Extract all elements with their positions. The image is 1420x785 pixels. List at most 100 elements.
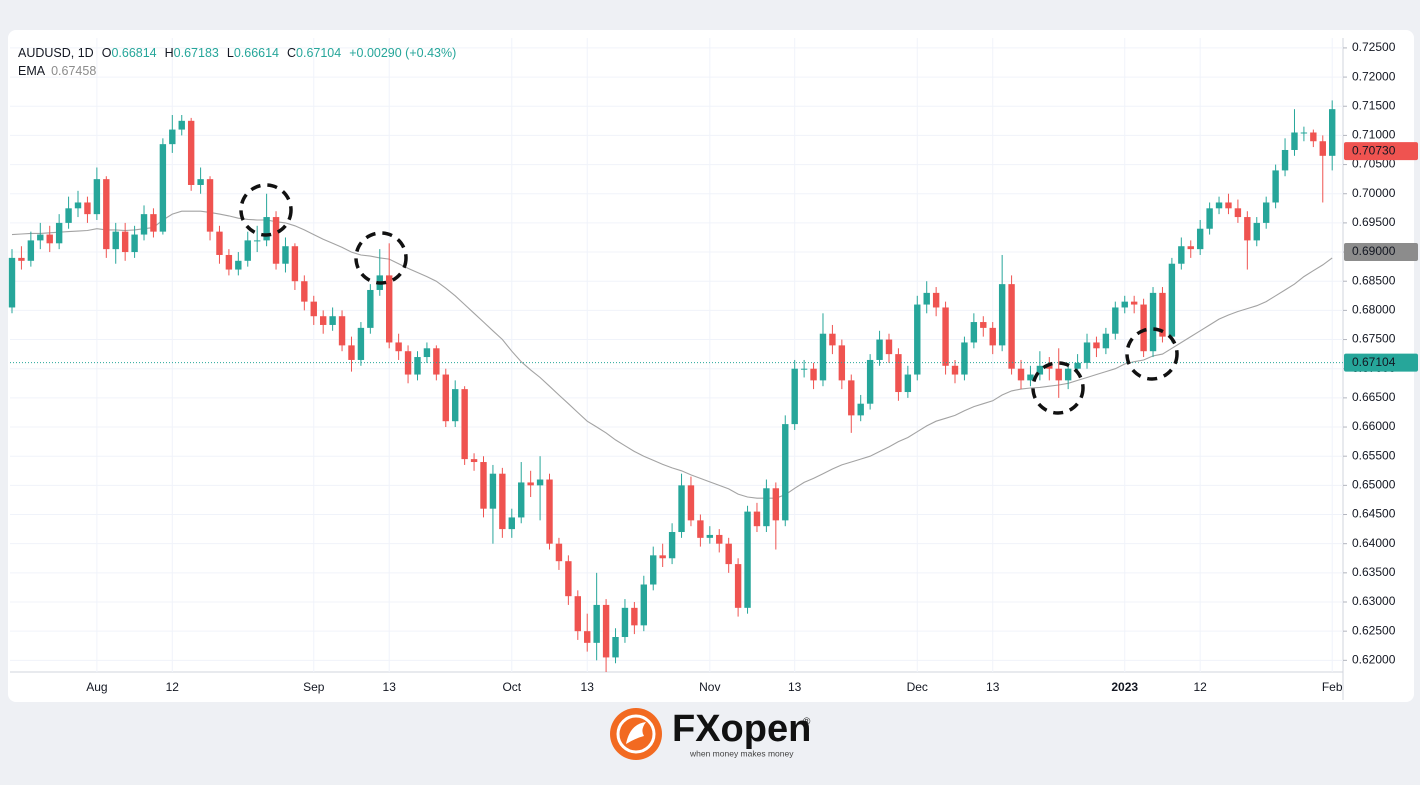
ohlc-value: 0.67183 (174, 46, 219, 60)
candle-body (329, 316, 336, 325)
candle-body (46, 234, 53, 244)
annotation-circle (1125, 327, 1179, 381)
candle-body (829, 333, 836, 346)
candle-body (74, 202, 82, 209)
candle-body (1027, 374, 1034, 381)
ohlc-key: L (227, 46, 234, 60)
candle-body (1206, 208, 1213, 229)
candle-body (932, 292, 940, 308)
candle-body (640, 584, 648, 626)
logo-tagline: when money makes money (689, 748, 794, 758)
candle-body (1102, 333, 1110, 349)
x-tick-label: 12 (1194, 680, 1208, 694)
candle-body (923, 292, 930, 305)
price-label: 0.69000 (1352, 244, 1396, 258)
candle-body (1093, 342, 1100, 349)
candle-body (668, 532, 676, 559)
candle-body (159, 144, 167, 232)
y-tick-label: 0.68000 (1352, 303, 1396, 317)
y-tick-label: 0.62500 (1352, 623, 1396, 637)
plot (8, 100, 1343, 672)
x-tick-label: 13 (788, 680, 802, 694)
legend-header: AUDUSD, 1D O0.66814 H0.67183 L0.66614 C0.671… (18, 46, 456, 60)
candle-body (414, 357, 421, 375)
candle-body (508, 517, 515, 530)
candle-body (763, 488, 770, 527)
candle-body (272, 217, 280, 264)
x-tick-label: Sep (303, 680, 325, 694)
candle-body (423, 348, 431, 358)
candle-body (574, 596, 581, 632)
candle-body (876, 339, 883, 360)
candle-body (1112, 307, 1119, 334)
candle-body (225, 254, 233, 270)
ohlc-value: 0.66614 (234, 46, 279, 60)
candle-body (555, 543, 563, 562)
candle-body (1215, 202, 1223, 209)
candle-body (961, 342, 968, 375)
candle-body (395, 342, 402, 352)
x-tick-label: Aug (86, 680, 107, 694)
candle-body (1064, 368, 1072, 381)
candle-body (338, 316, 346, 346)
candle-body (782, 424, 789, 521)
candle-body (386, 275, 393, 343)
x-tick-label: 2023 (1111, 680, 1138, 694)
candle-body (706, 534, 714, 538)
candle-body (1291, 132, 1298, 150)
candle-body (970, 322, 978, 343)
candle-body (121, 231, 129, 253)
candle-body (866, 359, 874, 404)
y-tick-label: 0.71500 (1352, 98, 1396, 112)
candle-body (178, 120, 185, 130)
candle-body (885, 339, 893, 355)
y-tick-label: 0.71000 (1352, 128, 1396, 142)
ema-legend: EMA 0.67458 (18, 64, 96, 78)
candle-body (584, 631, 591, 643)
candle-body (452, 389, 459, 422)
candle-body (1046, 365, 1053, 369)
candle-body (18, 257, 25, 261)
candle-body (301, 281, 308, 302)
candle-body (1319, 141, 1326, 156)
candle-body (282, 246, 289, 264)
axes: 0.62000 0.62500 0.63000 0.63500 0.64000 0.645… (86, 40, 1418, 694)
candle-body (951, 365, 959, 375)
x-tick-label: Feb (1322, 680, 1343, 694)
price-label-bg (1344, 243, 1418, 262)
chart-panel (8, 30, 1414, 702)
candle-body (621, 607, 629, 638)
candle-body (527, 482, 534, 486)
candle-body (367, 289, 374, 328)
candle-body (716, 534, 723, 544)
candle-body (1187, 246, 1194, 250)
candle-body (112, 231, 119, 250)
candle-body (1008, 284, 1015, 369)
candle-body (744, 511, 751, 608)
candle-body (518, 482, 525, 518)
candle-body (1036, 365, 1044, 375)
logo-text: FXopen (672, 708, 811, 750)
y-tick-label: 0.66000 (1352, 419, 1396, 433)
candle-body (442, 374, 449, 422)
price-label: 0.70730 (1352, 143, 1396, 157)
candle-body (800, 368, 808, 370)
annotation-circle (354, 231, 408, 285)
y-tick-label: 0.72000 (1352, 69, 1396, 83)
y-tick-label: 0.70500 (1352, 157, 1396, 171)
x-tick-label: Nov (699, 680, 720, 694)
candle-body (1121, 301, 1128, 308)
candle-body (197, 179, 204, 185)
candle-body (37, 234, 44, 241)
candle-body (989, 327, 996, 346)
ema-value: 0.67458 (51, 64, 96, 78)
ema-name: EMA (18, 64, 46, 78)
y-tick-label: 0.62000 (1352, 653, 1396, 667)
price-label-bg (1344, 142, 1418, 161)
price-label-bg (1344, 353, 1418, 372)
ohlc-key: H (165, 46, 174, 60)
y-tick-label: 0.69500 (1352, 215, 1396, 229)
candle-body (1329, 109, 1336, 156)
candle-body (131, 234, 138, 253)
